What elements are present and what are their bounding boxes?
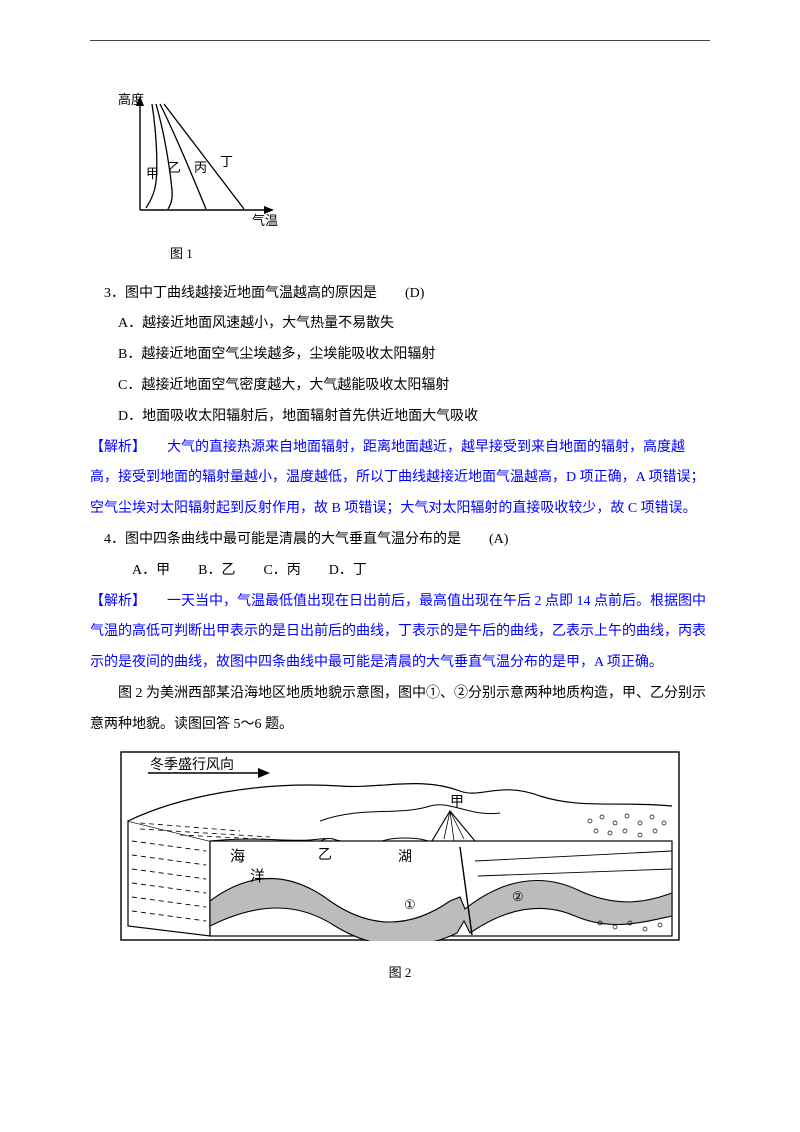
curve-label-bing: 丙 — [194, 160, 207, 175]
q4-stem: 4．图中四条曲线中最可能是清晨的大气垂直气温分布的是 — [104, 532, 461, 547]
q3-option-d: D．地面吸收太阳辐射后，地面辐射首先供近地面大气吸收 — [90, 402, 710, 433]
q3-option-b: B．越接近地面空气尘埃越多，尘埃能吸收太阳辐射 — [90, 340, 710, 371]
figure-2-svg: 冬季盛行风向 海 洋 湖 甲 乙 ① ② — [120, 751, 680, 941]
label-lake: 湖 — [398, 849, 412, 865]
label-sea: 海 — [230, 848, 245, 865]
label-jia: 甲 — [450, 795, 464, 810]
label-two: ② — [512, 889, 524, 904]
axis-x-label: 气温 — [252, 213, 278, 228]
top-rule — [90, 40, 710, 41]
q3-stem: 3．图中丁曲线越接近地面气温越高的原因是 — [104, 286, 377, 301]
curve-label-jia: 甲 — [146, 166, 159, 181]
label-ocean: 洋 — [250, 868, 265, 885]
q4-explain-body: 一天当中，气温最低值出现在日出前后，最高值出现在午后 2 点即 14 点前后。根… — [90, 594, 706, 671]
figure-1: 高度 气温 甲 乙 丙 丁 图 1 — [110, 90, 710, 269]
axis-y-label: 高度 — [118, 92, 144, 107]
curve-label-ding: 丁 — [220, 154, 233, 169]
wind-label: 冬季盛行风向 — [150, 757, 234, 773]
q3-option-c: C．越接近地面空气密度越大，大气越能吸收太阳辐射 — [90, 371, 710, 402]
figure-2: 冬季盛行风向 海 洋 湖 甲 乙 ① ② 图 2 — [90, 751, 710, 988]
q3-explanation: 【解析】 大气的直接热源来自地面辐射，距离地面越近，越早接受到来自地面的辐射，高… — [90, 433, 710, 525]
label-one: ① — [404, 897, 416, 912]
intro-56: 图 2 为美洲西部某沿海地区地质地貌示意图，图中①、②分别示意两种地质构造，甲、… — [90, 679, 710, 741]
q3-option-a: A．越接近地面风速越小，大气热量不易散失 — [90, 309, 710, 340]
q3-answer: (D) — [405, 286, 424, 301]
q4-explanation: 【解析】 一天当中，气温最低值出现在日出前后，最高值出现在午后 2 点即 14 … — [90, 587, 710, 679]
figure-2-caption: 图 2 — [90, 959, 710, 988]
q4-answer: (A) — [489, 532, 508, 547]
figure-1-caption: 图 1 — [170, 240, 710, 269]
q4-explain-label: 【解析】 — [90, 594, 139, 609]
q4-stem-line: 4．图中四条曲线中最可能是清晨的大气垂直气温分布的是 (A) — [90, 525, 710, 556]
label-yi: 乙 — [318, 847, 332, 863]
curve-label-yi: 乙 — [168, 160, 181, 175]
q4-options: A．甲 B．乙 C．丙 D．丁 — [90, 556, 710, 587]
q3-explain-body: 大气的直接热源来自地面辐射，距离地面越近，越早接受到来自地面的辐射，高度越高，接… — [90, 440, 704, 517]
figure-1-svg: 高度 气温 甲 乙 丙 丁 — [110, 90, 290, 240]
q3-stem-line: 3．图中丁曲线越接近地面气温越高的原因是 (D) — [90, 279, 710, 310]
q3-explain-label: 【解析】 — [90, 440, 139, 455]
